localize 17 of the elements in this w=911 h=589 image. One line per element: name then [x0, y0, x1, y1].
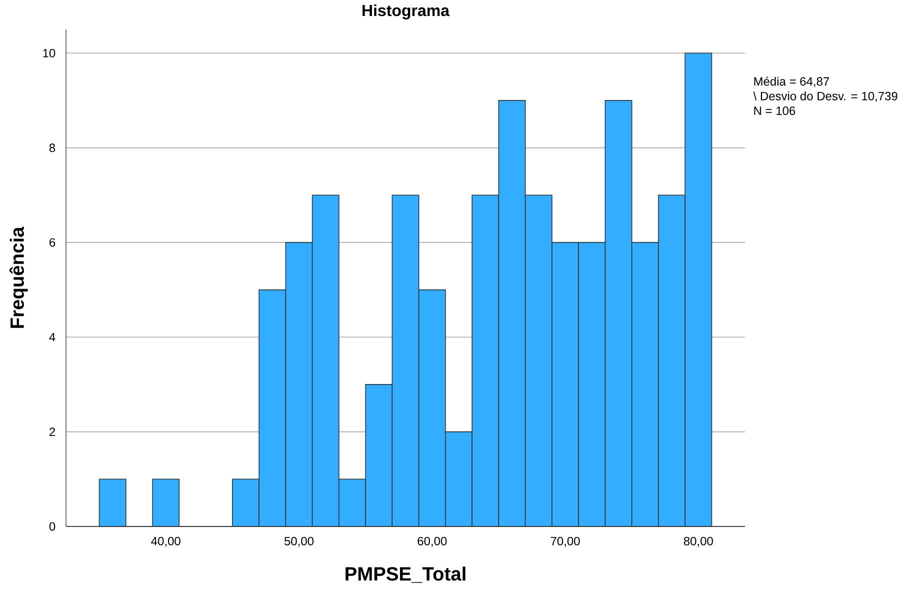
x-tick-label: 40,00: [151, 536, 180, 547]
chart-title: Histograma: [362, 4, 450, 20]
y-tick-label: 4: [49, 332, 56, 342]
y-tick-label: 6: [50, 238, 56, 246]
x-axis-title: PMPSE_Total: [346, 566, 466, 583]
y-tick-label: 10: [43, 48, 56, 58]
text: \ Desvio do Desv. = 10,739: [753, 91, 898, 102]
text: N = 106: [754, 106, 796, 115]
y-tick-label: 8: [49, 143, 56, 152]
y-tick-label: 2: [50, 427, 55, 436]
y-tick-label: 0: [49, 522, 56, 530]
x-tick-label: 50,00: [284, 536, 314, 547]
y-axis-title: Frequência: [9, 226, 28, 328]
text: Média = 64,87: [754, 76, 830, 87]
x-tick-label: 80,00: [684, 536, 713, 547]
x-tick-label: 70,00: [550, 536, 580, 547]
x-tick-label: 60,00: [418, 536, 447, 547]
